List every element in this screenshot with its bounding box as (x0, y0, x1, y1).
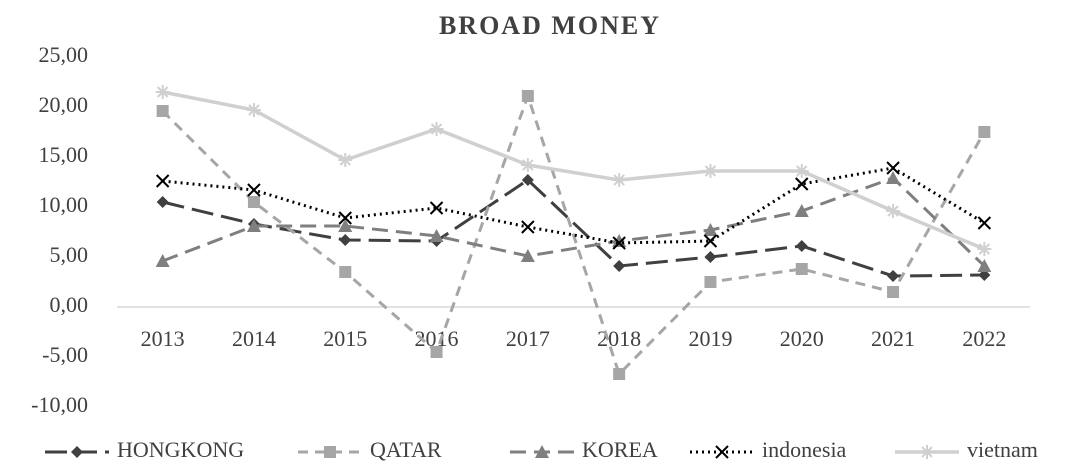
point-marker (977, 216, 992, 230)
point-marker (247, 183, 261, 197)
point-marker (612, 173, 627, 187)
point-marker (977, 242, 992, 256)
point-marker (156, 196, 169, 208)
point-marker (338, 219, 353, 232)
x-tick-label: 2015 (323, 326, 367, 351)
x-tick-label: 2013 (141, 326, 185, 351)
point-marker (887, 286, 900, 298)
legend-marker (715, 445, 729, 459)
legend-label: HONGKONG (117, 437, 244, 462)
legend-label: vietnam (967, 437, 1038, 462)
point-marker (703, 164, 718, 178)
point-marker (430, 346, 443, 358)
point-marker (246, 103, 261, 117)
legend-marker (920, 445, 934, 459)
y-tick-label: 15,00 (39, 142, 89, 167)
point-marker (429, 122, 444, 136)
legend-marker (324, 446, 336, 458)
y-tick-label: 25,00 (39, 42, 89, 67)
point-marker (887, 270, 900, 282)
y-tick-label: 0,00 (50, 292, 89, 317)
point-marker (795, 240, 808, 252)
point-marker (429, 201, 444, 215)
point-marker (886, 204, 901, 218)
point-marker (339, 234, 352, 246)
point-marker (521, 220, 535, 234)
point-marker (429, 229, 444, 242)
point-marker (886, 171, 901, 184)
series-line (162, 166, 986, 245)
point-marker (155, 254, 170, 267)
point-marker (521, 90, 534, 102)
legend-label: indonesia (762, 437, 847, 462)
series-line (162, 176, 986, 268)
point-marker (977, 259, 992, 272)
x-tick-label: 2019 (688, 326, 732, 351)
point-marker (338, 211, 352, 225)
point-marker (246, 219, 261, 232)
y-tick-label: 10,00 (39, 192, 89, 217)
legend-item: HONGKONG (45, 437, 244, 462)
x-tick-label: 2022 (962, 326, 1006, 351)
series-line (162, 90, 986, 251)
point-marker (886, 161, 900, 175)
point-marker (613, 368, 626, 380)
x-tick-label: 2020 (780, 326, 824, 351)
point-marker (704, 251, 717, 263)
point-marker (795, 263, 808, 275)
point-marker (338, 153, 353, 167)
x-tick-label: 2018 (597, 326, 641, 351)
point-marker (703, 234, 718, 248)
point-marker (704, 276, 717, 288)
series-line (161, 91, 986, 377)
point-marker (703, 223, 718, 236)
x-tick-label: 2021 (871, 326, 915, 351)
point-marker (613, 260, 626, 272)
point-marker (520, 158, 535, 172)
point-marker (155, 85, 170, 99)
y-tick-label: -5,00 (42, 342, 88, 367)
x-tick-label: 2017 (506, 326, 550, 351)
point-marker (978, 126, 991, 138)
x-tick-label: 2014 (232, 326, 276, 351)
chart-title: BROAD MONEY (439, 11, 661, 40)
y-tick-label: -10,00 (31, 392, 88, 417)
point-marker (247, 196, 260, 208)
legend-item: QATAR (298, 437, 442, 462)
point-marker (339, 266, 352, 278)
legend-item: vietnam (895, 437, 1038, 462)
point-marker (794, 204, 809, 217)
series-line (162, 178, 985, 278)
legend-label: QATAR (370, 437, 442, 462)
point-marker (794, 164, 809, 178)
point-marker (156, 105, 169, 117)
point-marker (612, 236, 626, 250)
legend-marker (535, 445, 549, 458)
legend-label: KOREA (582, 437, 658, 462)
point-marker (521, 174, 534, 186)
y-tick-label: 20,00 (39, 92, 89, 117)
legend-marker (71, 446, 83, 458)
legend-item: KOREA (510, 437, 658, 462)
point-marker (155, 174, 170, 188)
point-marker (795, 177, 809, 191)
y-tick-label: 5,00 (50, 242, 89, 267)
legend-item: indonesia (690, 437, 847, 462)
point-marker (520, 249, 535, 262)
